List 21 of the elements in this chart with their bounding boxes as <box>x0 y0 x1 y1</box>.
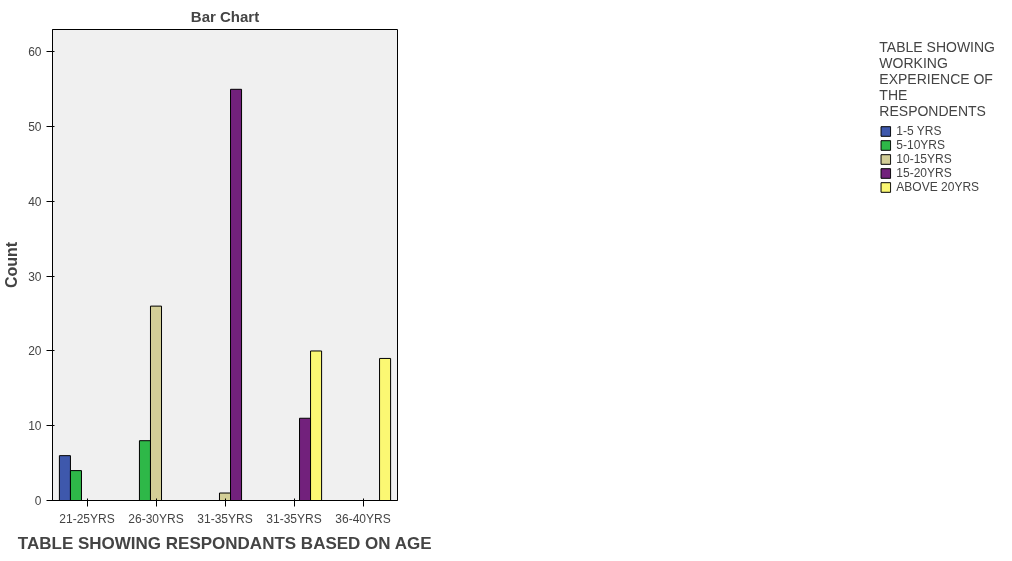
y-tick-label: 0 <box>34 494 42 508</box>
y-tick-label: 50 <box>28 120 42 135</box>
y-tick-label: 40 <box>28 194 42 209</box>
x-axis-title: TABLE SHOWING RESPONDANTS BASED ON AGE <box>17 533 432 553</box>
legend-label: 1-5 YRS <box>896 124 942 138</box>
x-tick-label: 31-35YRS <box>197 511 253 526</box>
x-tick-label: 21-25YRS <box>59 511 115 526</box>
y-tick-label: 30 <box>28 269 42 284</box>
y-tick-label: 20 <box>28 344 42 359</box>
y-tick-label: 10 <box>28 419 42 434</box>
legend-label: ABOVE 20YRS <box>896 180 980 194</box>
legend-label: 15-20YRS <box>896 166 952 180</box>
legend-label: 10-15YRS <box>896 152 952 166</box>
x-tick-label: 36-40YRS <box>335 511 391 526</box>
x-tick-label: 31-35YRS <box>266 511 322 526</box>
x-tick-label: 26-30YRS <box>128 511 184 526</box>
chart-title: Bar Chart <box>190 7 260 25</box>
y-axis-title: Count <box>3 241 21 289</box>
legend-label: 5-10YRS <box>896 138 946 152</box>
y-tick-label: 60 <box>28 45 42 60</box>
legend-title: TABLE SHOWING WORKING EXPERIENCE OF THE RESPONDENTS <box>879 39 995 119</box>
